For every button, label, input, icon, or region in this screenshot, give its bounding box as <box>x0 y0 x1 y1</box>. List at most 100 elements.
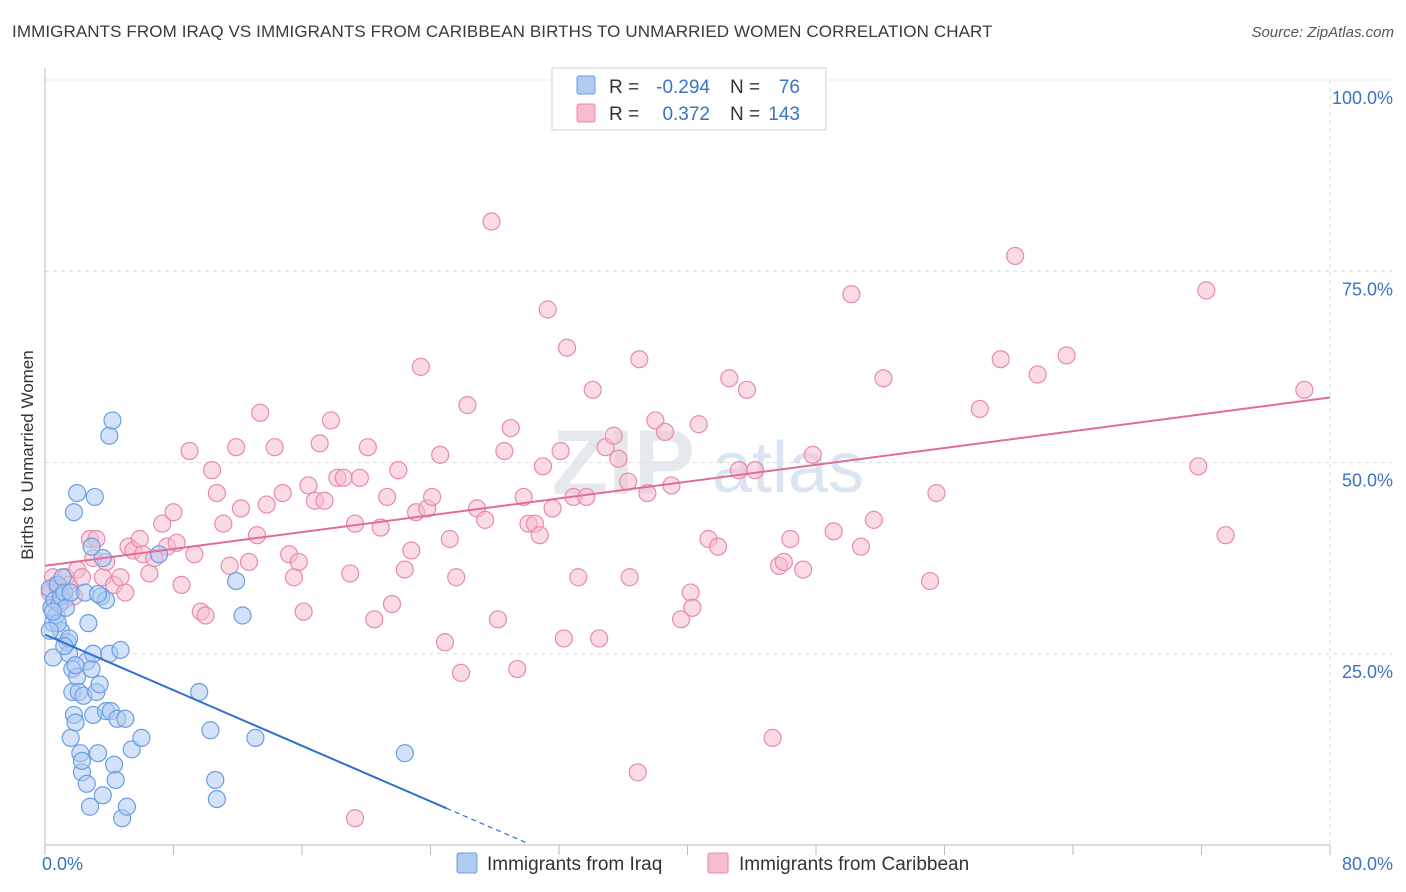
caribbean-point-118 <box>781 529 800 549</box>
caribbean-point-79 <box>482 212 501 231</box>
iraq-point-63 <box>206 770 225 790</box>
caribbean-point-104 <box>655 422 675 441</box>
caribbean-point-72 <box>435 633 455 652</box>
caribbean-point-130 <box>1006 246 1025 266</box>
series-iraq-points <box>40 411 414 828</box>
iraq-point-47 <box>100 426 119 445</box>
y-tick-label-1: 50.0% <box>1342 471 1393 491</box>
caribbean-point-73 <box>440 529 459 549</box>
iraq-point-64 <box>207 789 226 809</box>
caribbean-point-131 <box>1028 365 1047 384</box>
iraq-point-38 <box>85 487 104 507</box>
caribbean-point-124 <box>864 510 883 529</box>
iraq-point-33 <box>79 614 98 633</box>
caribbean-point-90 <box>551 441 570 461</box>
caribbean-point-43 <box>265 438 284 457</box>
trend-lines <box>44 396 1331 844</box>
caribbean-point-60 <box>365 610 384 629</box>
caribbean-point-20 <box>130 529 149 549</box>
iraq-point-71 <box>82 537 101 556</box>
caribbean-point-41 <box>251 403 270 422</box>
trend-line-caribbean <box>44 396 1331 567</box>
caribbean-point-56 <box>341 564 360 583</box>
legend-frame <box>551 67 827 131</box>
iraq-point-52 <box>106 770 125 790</box>
caribbean-point-34 <box>207 484 226 503</box>
y-tick-label-3: 100.0% <box>1332 88 1393 108</box>
caribbean-point-22 <box>140 564 159 583</box>
chart-title: IMMIGRANTS FROM IRAQ VS IMMIGRANTS FROM … <box>12 22 993 41</box>
legend-r-label-caribbean: R = <box>609 104 639 125</box>
caribbean-point-75 <box>451 663 471 682</box>
caribbean-point-87 <box>533 457 553 476</box>
caribbean-point-134 <box>1197 281 1216 300</box>
caribbean-point-133 <box>1189 457 1208 476</box>
caribbean-point-98 <box>604 426 623 445</box>
iraq-point-20 <box>64 503 84 522</box>
iraq-point-59 <box>132 728 151 748</box>
caribbean-point-93 <box>569 568 588 587</box>
caribbean-point-46 <box>284 568 304 587</box>
iraq-point-40 <box>88 744 108 763</box>
caribbean-point-37 <box>227 438 246 457</box>
caribbean-point-142 <box>628 763 647 782</box>
caribbean-point-100 <box>620 568 639 587</box>
legend-r-value-caribbean: 0.372 <box>662 104 710 125</box>
caribbean-point-139 <box>530 526 549 545</box>
caribbean-point-16 <box>111 568 130 587</box>
caribbean-point-83 <box>508 659 527 679</box>
caribbean-point-58 <box>350 468 369 487</box>
x-tick-label-max: 80.0% <box>1342 854 1393 874</box>
caribbean-point-65 <box>395 560 414 579</box>
caribbean-point-141 <box>554 629 573 648</box>
iraq-point-24 <box>68 484 87 503</box>
caribbean-point-42 <box>257 495 276 514</box>
caribbean-point-126 <box>920 571 940 591</box>
iraq-point-56 <box>116 709 135 728</box>
y-axis-label: Births to Unmarried Women <box>18 350 37 559</box>
caribbean-point-40 <box>247 526 267 545</box>
caribbean-point-52 <box>315 491 334 510</box>
y-tick-label-2: 75.0% <box>1342 279 1393 299</box>
caribbean-point-95 <box>583 380 602 399</box>
caribbean-point-29 <box>180 441 199 461</box>
caribbean-point-66 <box>402 541 421 560</box>
iraq-point-74 <box>88 584 108 604</box>
iraq-point-60 <box>149 545 169 564</box>
caribbean-point-127 <box>927 484 946 503</box>
caribbean-point-108 <box>689 415 708 434</box>
caribbean-point-106 <box>671 610 691 629</box>
x-axis-ticks: 0.0% 80.0% <box>42 845 1393 874</box>
caribbean-point-32 <box>196 606 215 625</box>
caribbean-point-48 <box>294 602 313 621</box>
legend-r-label-iraq: R = <box>609 77 639 98</box>
caribbean-point-113 <box>737 380 757 399</box>
series-legend-label-caribbean: Immigrants from Caribbean <box>739 854 969 875</box>
caribbean-point-24 <box>153 514 172 533</box>
iraq-point-41 <box>90 675 109 694</box>
series-legend: Immigrants from Iraq Immigrants from Car… <box>456 852 969 875</box>
iraq-point-22 <box>66 713 85 732</box>
iraq-point-57 <box>117 797 137 816</box>
caribbean-point-63 <box>382 594 402 614</box>
caribbean-point-55 <box>334 468 353 487</box>
caribbean-point-117 <box>774 552 793 572</box>
iraq-point-51 <box>104 755 124 774</box>
caribbean-point-82 <box>501 418 520 438</box>
caribbean-point-68 <box>411 357 430 376</box>
caribbean-point-62 <box>378 487 397 507</box>
caribbean-point-101 <box>630 350 649 369</box>
caribbean-point-119 <box>794 560 813 579</box>
iraq-point-62 <box>201 721 220 740</box>
caribbean-point-138 <box>618 472 638 491</box>
caribbean-point-125 <box>874 369 893 388</box>
caribbean-point-28 <box>172 575 191 595</box>
series-legend-swatch-caribbean <box>707 852 729 874</box>
caribbean-point-51 <box>310 434 329 453</box>
caribbean-point-111 <box>720 369 739 388</box>
caribbean-point-76 <box>458 396 477 415</box>
legend-n-value-caribbean: 143 <box>768 104 800 125</box>
caribbean-point-123 <box>851 537 871 556</box>
iraq-point-50 <box>103 411 122 430</box>
caribbean-point-107 <box>681 583 700 602</box>
